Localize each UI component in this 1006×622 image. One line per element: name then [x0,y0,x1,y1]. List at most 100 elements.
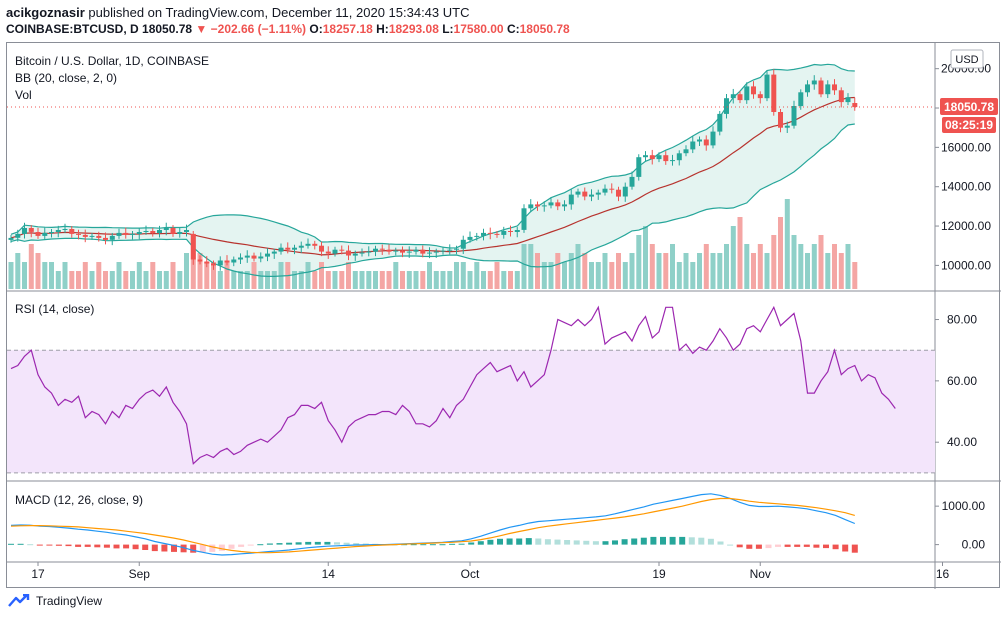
candle-body [8,237,14,240]
volume-bar [258,271,264,289]
chart-canvas[interactable]: 20000.0018000.0016000.0014000.0012000.00… [7,43,1001,589]
volume-bar [818,235,824,289]
candle-body [852,103,858,108]
last-price: 18050.78 [142,22,193,36]
volume-bar [852,262,858,289]
macd-histogram-bar [717,541,724,545]
candle-body [771,74,777,112]
candle-body [582,191,588,197]
vol-legend[interactable]: Vol [15,88,32,102]
volume-bar [757,244,763,289]
volume-bar [474,262,480,289]
candle-body [42,232,48,236]
macd-histogram-bar [506,538,513,545]
candle-body [535,204,540,207]
macd-histogram-bar [171,544,177,552]
timer-badge-label: 08:25:19 [945,118,993,132]
macd-histogram-bar [746,544,753,549]
macd-histogram-bar [257,544,264,546]
candle-body [744,86,750,101]
candle-body [406,251,412,253]
candle-body [386,249,392,252]
volume-bar [292,271,297,289]
volume-bar [575,244,581,289]
candle-body [602,188,608,193]
macd-histogram-bar [573,540,580,545]
volume-bar [265,271,270,289]
candle-body [373,248,378,252]
volume-bar [562,262,567,289]
macd-histogram-bar [276,543,283,545]
volume-bar [69,271,75,289]
volume-bar [231,271,237,289]
macd-histogram-bar [420,544,427,546]
candle-body [474,235,480,237]
price-tick-label: 10000.00 [941,258,991,272]
volume-bar [332,271,338,289]
candle-body [690,141,696,150]
macd-histogram-bar [286,542,293,545]
author-name[interactable]: acikgoznasir [6,5,85,20]
macd-histogram-bar [544,539,551,545]
volume-bar [663,253,669,289]
volume-bar [82,262,88,289]
volume-bar [420,271,426,289]
candle-body [528,204,534,209]
candle-body [163,228,169,230]
candle-body [818,80,824,95]
tradingview-logo-icon [8,594,30,607]
candle-body [508,231,513,232]
macd-histogram-bar [65,544,72,547]
published-text: published on TradingView.com, December 1… [88,5,470,20]
candle-body [89,235,95,237]
footer-brand[interactable]: TradingView [8,594,102,608]
volume-bar [217,271,223,289]
volume-bar [359,271,365,289]
candle-body [730,94,736,99]
volume-bar [238,271,243,289]
volume-bar [366,271,372,289]
volume-bar [96,262,102,289]
macd-histogram-bar [314,541,321,545]
macd-histogram-bar [334,542,340,545]
candle-body [595,192,601,195]
volume-bar [440,271,446,289]
macd-histogram-bar [583,540,590,545]
candle-body [28,228,34,232]
chart-frame[interactable]: 20000.0018000.0016000.0014000.0012000.00… [6,42,1001,589]
volume-bar [55,271,61,289]
bb-legend[interactable]: BB (20, close, 2, 0) [15,71,118,85]
candle-body [325,251,331,254]
candle-body [278,247,284,252]
macd-histogram-bar [458,543,465,545]
bb-upper-band [10,63,855,249]
macd-histogram-bar [698,537,705,545]
candle-body [541,205,547,207]
macd-histogram-bar [775,544,781,547]
rsi-legend[interactable]: RSI (14, close) [15,302,95,316]
candle-body [643,155,648,158]
candle-body [447,249,453,251]
macd-legend[interactable]: MACD (12, 26, close, 9) [15,493,144,507]
volume-bar [379,271,385,289]
macd-histogram-bar [103,544,110,548]
footer-brand-label: TradingView [36,594,103,608]
volume-bar [717,253,723,289]
candle-body [62,229,68,230]
macd-histogram-bar [180,544,187,553]
currency-label[interactable]: USD [955,54,978,66]
candle-body [177,232,183,234]
candle-body [521,208,527,230]
macd-histogram-bar [132,544,139,550]
volume-bar [386,271,392,289]
main-legend-title[interactable]: Bitcoin / U.S. Dollar, 1D, COINBASE [15,54,210,68]
candle-body [15,233,21,238]
volume-bar [602,253,608,289]
volume-bar [116,262,122,289]
candle-body [697,139,702,142]
volume-bar [467,271,473,289]
candle-body [683,149,689,154]
volume-bar [184,253,189,289]
macd-histogram-bar [592,541,599,545]
time-tick-label: Nov [750,567,771,581]
